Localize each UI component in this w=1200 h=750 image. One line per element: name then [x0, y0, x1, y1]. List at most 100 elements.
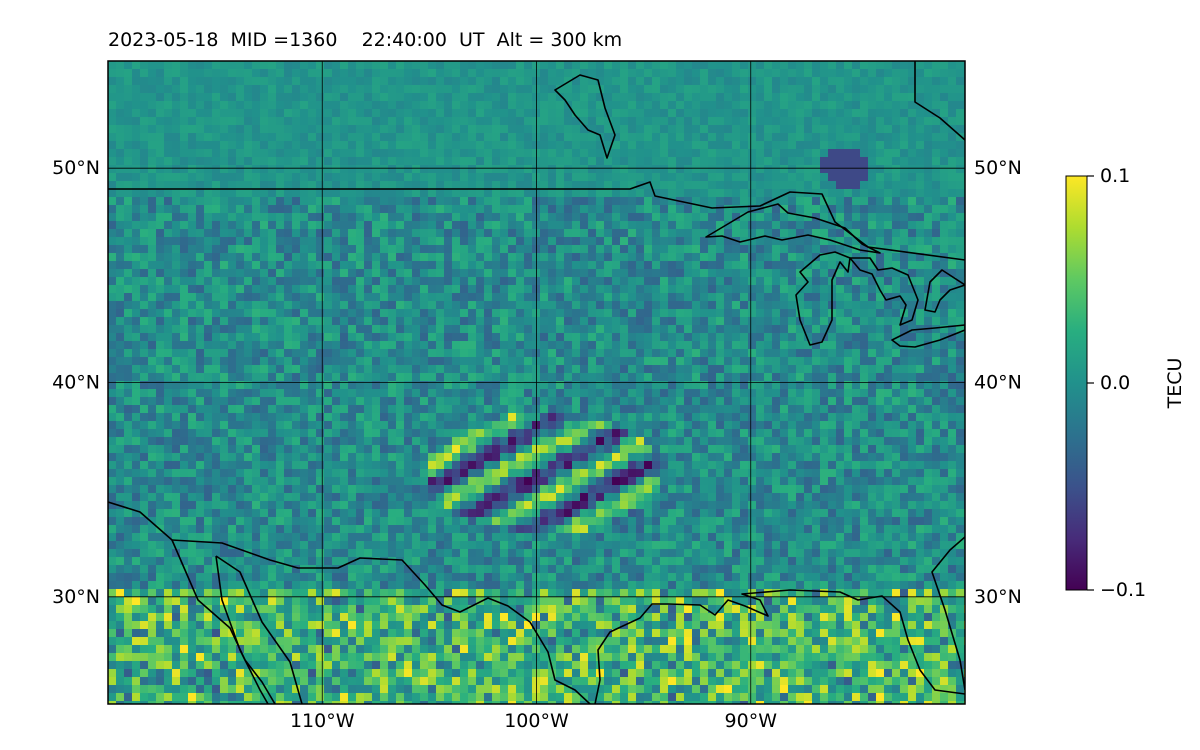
- tec-pixel: [572, 317, 580, 325]
- tec-pixel: [708, 365, 716, 373]
- tec-pixel: [228, 165, 236, 173]
- tec-pixel: [324, 269, 332, 277]
- tec-pixel: [876, 389, 884, 397]
- tec-pixel: [228, 229, 236, 237]
- tec-pixel: [412, 237, 420, 245]
- tec-pixel: [228, 133, 236, 141]
- tec-pixel: [908, 173, 916, 181]
- tec-pixel: [188, 165, 196, 173]
- tec-pixel: [868, 261, 876, 269]
- tec-pixel: [812, 205, 820, 213]
- tec-pixel: [788, 285, 796, 293]
- tec-pixel: [428, 149, 436, 157]
- tec-pixel: [764, 237, 772, 245]
- tec-pixel: [620, 317, 628, 325]
- tec-pixel: [612, 269, 620, 277]
- tec-pixel: [772, 197, 780, 205]
- tec-pixel: [516, 101, 524, 109]
- tec-pixel: [532, 245, 540, 253]
- tec-pixel: [188, 197, 196, 205]
- tec-pixel: [308, 237, 316, 245]
- tec-pixel: [156, 181, 164, 189]
- tec-pixel: [396, 157, 404, 165]
- tec-pixel: [324, 333, 332, 341]
- tec-pixel: [380, 397, 388, 405]
- tec-pixel: [692, 253, 700, 261]
- tec-pixel: [460, 109, 468, 117]
- tec-pixel: [276, 213, 284, 221]
- tec-pixel: [404, 381, 412, 389]
- tec-pixel: [892, 69, 900, 77]
- tec-pixel: [484, 253, 492, 261]
- tec-pixel: [532, 237, 540, 245]
- tec-pixel: [892, 165, 900, 173]
- tec-pixel: [764, 125, 772, 133]
- tec-pixel: [188, 189, 196, 197]
- tec-pixel: [124, 237, 132, 245]
- tec-pixel: [404, 165, 412, 173]
- tec-pixel: [500, 317, 508, 325]
- tec-pixel: [780, 349, 788, 357]
- tec-pixel: [196, 197, 204, 205]
- tec-pixel: [436, 341, 444, 349]
- tec-pixel: [684, 405, 692, 413]
- tec-pixel: [380, 149, 388, 157]
- tec-pixel: [556, 277, 564, 285]
- tec-pixel: [124, 213, 132, 221]
- tec-pixel: [836, 317, 844, 325]
- tec-pixel: [748, 221, 756, 229]
- tec-pixel: [652, 341, 660, 349]
- tec-pixel: [644, 309, 652, 317]
- tec-pixel: [860, 229, 868, 237]
- tec-pixel: [500, 333, 508, 341]
- tec-pixel: [820, 173, 828, 181]
- tec-pixel: [588, 77, 596, 85]
- tec-pixel: [756, 381, 764, 389]
- tec-pixel: [252, 277, 260, 285]
- tec-pixel: [588, 333, 596, 341]
- tec-pixel: [788, 189, 796, 197]
- tec-pixel: [252, 389, 260, 397]
- tec-pixel: [212, 261, 220, 269]
- tec-pixel: [796, 413, 804, 421]
- tec-pixel: [260, 213, 268, 221]
- tec-pixel: [380, 301, 388, 309]
- tec-pixel: [404, 317, 412, 325]
- tec-pixel: [572, 277, 580, 285]
- tec-pixel: [636, 325, 644, 333]
- tec-pixel: [652, 109, 660, 117]
- tec-pixel: [116, 349, 124, 357]
- tec-pixel: [764, 365, 772, 373]
- tec-pixel: [836, 173, 844, 181]
- tec-pixel: [548, 413, 556, 421]
- tec-pixel: [796, 85, 804, 93]
- tec-pixel: [740, 61, 748, 69]
- tec-pixel: [244, 141, 252, 149]
- tec-pixel: [748, 357, 756, 365]
- tec-pixel: [868, 237, 876, 245]
- tec-pixel: [948, 381, 956, 389]
- tec-pixel: [412, 125, 420, 133]
- tec-pixel: [108, 181, 116, 189]
- tec-pixel: [244, 157, 252, 165]
- tec-pixel: [484, 213, 492, 221]
- tec-pixel: [692, 61, 700, 69]
- tec-pixel: [532, 229, 540, 237]
- tec-pixel: [868, 349, 876, 357]
- tec-pixel: [596, 333, 604, 341]
- tec-pixel: [324, 117, 332, 125]
- tec-pixel: [820, 109, 828, 117]
- tec-pixel: [828, 413, 836, 421]
- tec-pixel: [420, 69, 428, 77]
- tec-pixel: [356, 325, 364, 333]
- tec-pixel: [380, 141, 388, 149]
- tec-pixel: [356, 333, 364, 341]
- tec-pixel: [676, 261, 684, 269]
- tec-pixel: [948, 325, 956, 333]
- tec-pixel: [652, 173, 660, 181]
- tec-pixel: [860, 189, 868, 197]
- tec-pixel: [828, 61, 836, 69]
- tec-pixel: [132, 397, 140, 405]
- tec-pixel: [204, 389, 212, 397]
